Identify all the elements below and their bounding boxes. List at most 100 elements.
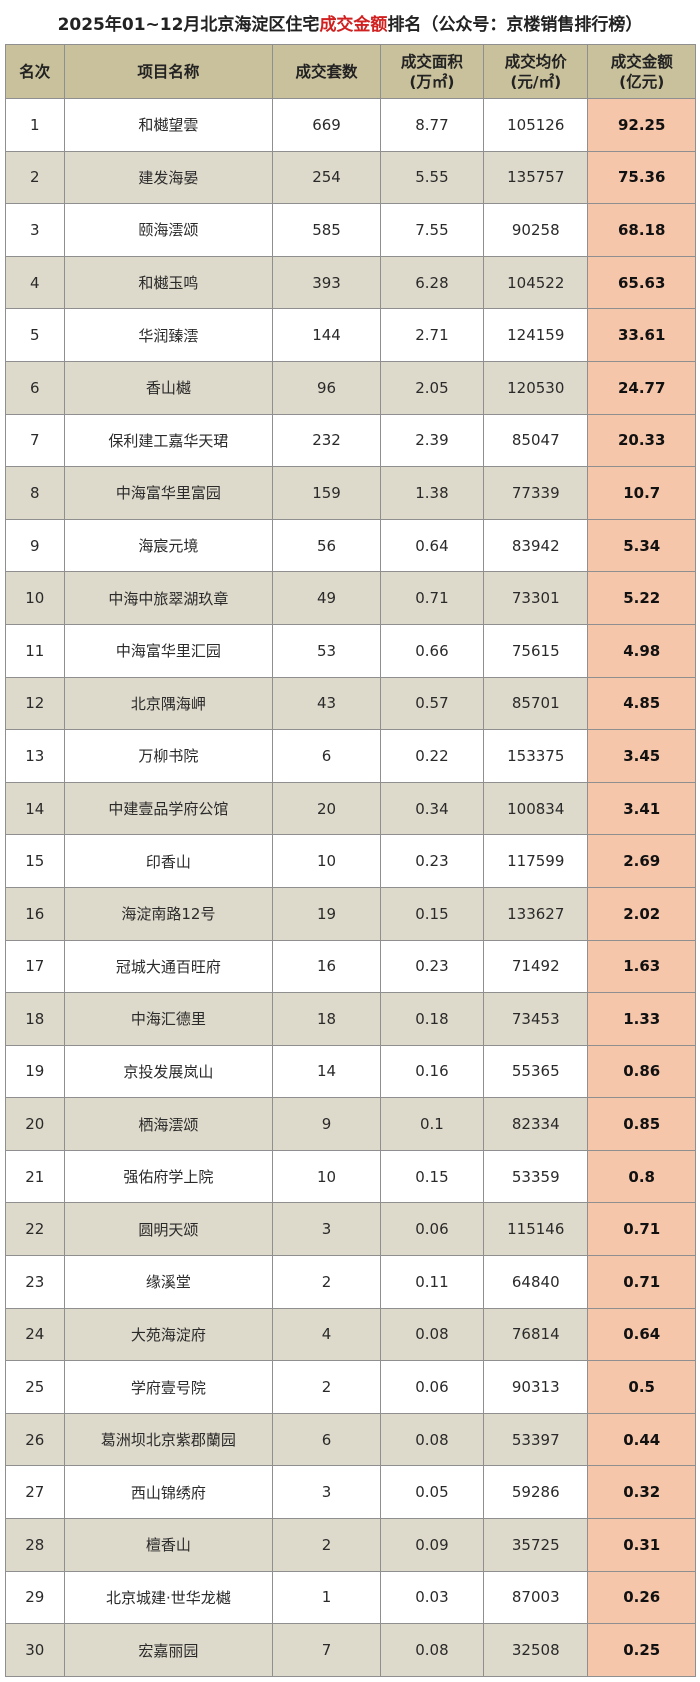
- cell-avg-price: 83942: [483, 518, 589, 573]
- cell-avg-price: 124159: [483, 308, 589, 362]
- table-row: 13 万柳书院 6 0.22 153375 3.45: [5, 729, 696, 783]
- cell-amount: 0.5: [587, 1360, 696, 1414]
- cell-project-name: 北京隅海岬: [63, 676, 274, 731]
- cell-area: 0.18: [379, 992, 485, 1046]
- header-area: 成交面积 (万㎡): [379, 44, 485, 99]
- cell-avg-price: 77339: [483, 466, 589, 520]
- cell-rank: 19: [5, 1044, 65, 1099]
- table-row: 17 冠城大通百旺府 16 0.23 71492 1.63: [5, 939, 696, 994]
- cell-project-name: 学府壹号院: [63, 1360, 274, 1414]
- cell-area: 0.06: [379, 1202, 485, 1257]
- cell-rank: 29: [5, 1570, 65, 1625]
- cell-amount: 5.34: [587, 518, 696, 573]
- table-row: 5 华润臻澐 144 2.71 124159 33.61: [5, 308, 696, 362]
- cell-project-name: 圆明天颂: [63, 1202, 274, 1257]
- cell-units: 43: [272, 676, 381, 731]
- cell-units: 7: [272, 1623, 381, 1677]
- ranking-table: 名次 项目名称 成交套数 成交面积 (万㎡) 成交均价 (元/㎡) 成交金额 (亿元)…: [5, 44, 696, 1677]
- cell-rank: 24: [5, 1307, 65, 1362]
- cell-area: 0.15: [379, 1149, 485, 1204]
- cell-area: 0.08: [379, 1412, 485, 1467]
- cell-amount: 1.63: [587, 939, 696, 994]
- cell-rank: 25: [5, 1360, 65, 1414]
- cell-amount: 0.44: [587, 1412, 696, 1467]
- cell-units: 14: [272, 1044, 381, 1099]
- cell-project-name: 保利建工嘉华天珺: [63, 413, 274, 468]
- cell-rank: 12: [5, 676, 65, 731]
- cell-area: 0.34: [379, 781, 485, 836]
- cell-amount: 0.64: [587, 1307, 696, 1362]
- header-units: 成交套数: [272, 44, 381, 99]
- cell-area: 0.03: [379, 1570, 485, 1625]
- cell-units: 56: [272, 518, 381, 573]
- cell-rank: 22: [5, 1202, 65, 1257]
- cell-project-name: 香山樾: [63, 360, 274, 415]
- cell-avg-price: 104522: [483, 255, 589, 310]
- cell-project-name: 檀香山: [63, 1518, 274, 1572]
- cell-project-name: 华润臻澐: [63, 308, 274, 362]
- cell-units: 6: [272, 1412, 381, 1467]
- cell-avg-price: 87003: [483, 1570, 589, 1625]
- cell-area: 0.66: [379, 623, 485, 678]
- table-row: 12 北京隅海岬 43 0.57 85701 4.85: [5, 676, 696, 731]
- cell-area: 0.22: [379, 729, 485, 783]
- cell-project-name: 海淀南路12号: [63, 886, 274, 941]
- cell-avg-price: 75615: [483, 623, 589, 678]
- cell-rank: 14: [5, 781, 65, 836]
- header-project-name: 项目名称: [63, 44, 274, 99]
- cell-avg-price: 90313: [483, 1360, 589, 1414]
- table-row: 4 和樾玉鸣 393 6.28 104522 65.63: [5, 255, 696, 310]
- cell-amount: 4.98: [587, 623, 696, 678]
- cell-amount: 5.22: [587, 571, 696, 625]
- cell-project-name: 海宸元境: [63, 518, 274, 573]
- cell-avg-price: 120530: [483, 360, 589, 415]
- cell-amount: 68.18: [587, 203, 696, 257]
- cell-units: 2: [272, 1518, 381, 1572]
- cell-avg-price: 73301: [483, 571, 589, 625]
- cell-rank: 23: [5, 1255, 65, 1309]
- cell-avg-price: 82334: [483, 1097, 589, 1151]
- cell-area: 0.15: [379, 886, 485, 941]
- table-row: 24 大苑海淀府 4 0.08 76814 0.64: [5, 1307, 696, 1362]
- table-row: 18 中海汇德里 18 0.18 73453 1.33: [5, 992, 696, 1046]
- cell-amount: 33.61: [587, 308, 696, 362]
- cell-avg-price: 73453: [483, 992, 589, 1046]
- cell-units: 144: [272, 308, 381, 362]
- cell-units: 53: [272, 623, 381, 678]
- cell-rank: 15: [5, 834, 65, 888]
- cell-area: 8.77: [379, 98, 485, 152]
- cell-units: 96: [272, 360, 381, 415]
- table-row: 15 印香山 10 0.23 117599 2.69: [5, 834, 696, 888]
- cell-project-name: 大苑海淀府: [63, 1307, 274, 1362]
- cell-rank: 27: [5, 1465, 65, 1520]
- cell-area: 0.11: [379, 1255, 485, 1309]
- cell-avg-price: 35725: [483, 1518, 589, 1572]
- cell-amount: 0.85: [587, 1097, 696, 1151]
- cell-area: 2.39: [379, 413, 485, 468]
- cell-rank: 10: [5, 571, 65, 625]
- cell-project-name: 万柳书院: [63, 729, 274, 783]
- cell-avg-price: 90258: [483, 203, 589, 257]
- table-row: 19 京投发展岚山 14 0.16 55365 0.86: [5, 1044, 696, 1099]
- title-prefix: 2025年01~12月北京海淀区住宅: [57, 14, 320, 35]
- cell-rank: 6: [5, 360, 65, 415]
- table-row: 16 海淀南路12号 19 0.15 133627 2.02: [5, 886, 696, 941]
- cell-amount: 0.32: [587, 1465, 696, 1520]
- cell-project-name: 强佑府学上院: [63, 1149, 274, 1204]
- cell-units: 159: [272, 466, 381, 520]
- cell-units: 19: [272, 886, 381, 941]
- header-rank: 名次: [5, 44, 65, 99]
- cell-rank: 17: [5, 939, 65, 994]
- cell-area: 0.08: [379, 1623, 485, 1677]
- table-row: 2 建发海晏 254 5.55 135757 75.36: [5, 150, 696, 205]
- cell-amount: 0.71: [587, 1202, 696, 1257]
- cell-project-name: 建发海晏: [63, 150, 274, 205]
- cell-avg-price: 85047: [483, 413, 589, 468]
- cell-project-name: 缘溪堂: [63, 1255, 274, 1309]
- table-row: 30 宏嘉丽园 7 0.08 32508 0.25: [5, 1623, 696, 1677]
- cell-rank: 13: [5, 729, 65, 783]
- table-row: 25 学府壹号院 2 0.06 90313 0.5: [5, 1360, 696, 1414]
- cell-area: 0.23: [379, 939, 485, 994]
- cell-area: 0.57: [379, 676, 485, 731]
- cell-rank: 20: [5, 1097, 65, 1151]
